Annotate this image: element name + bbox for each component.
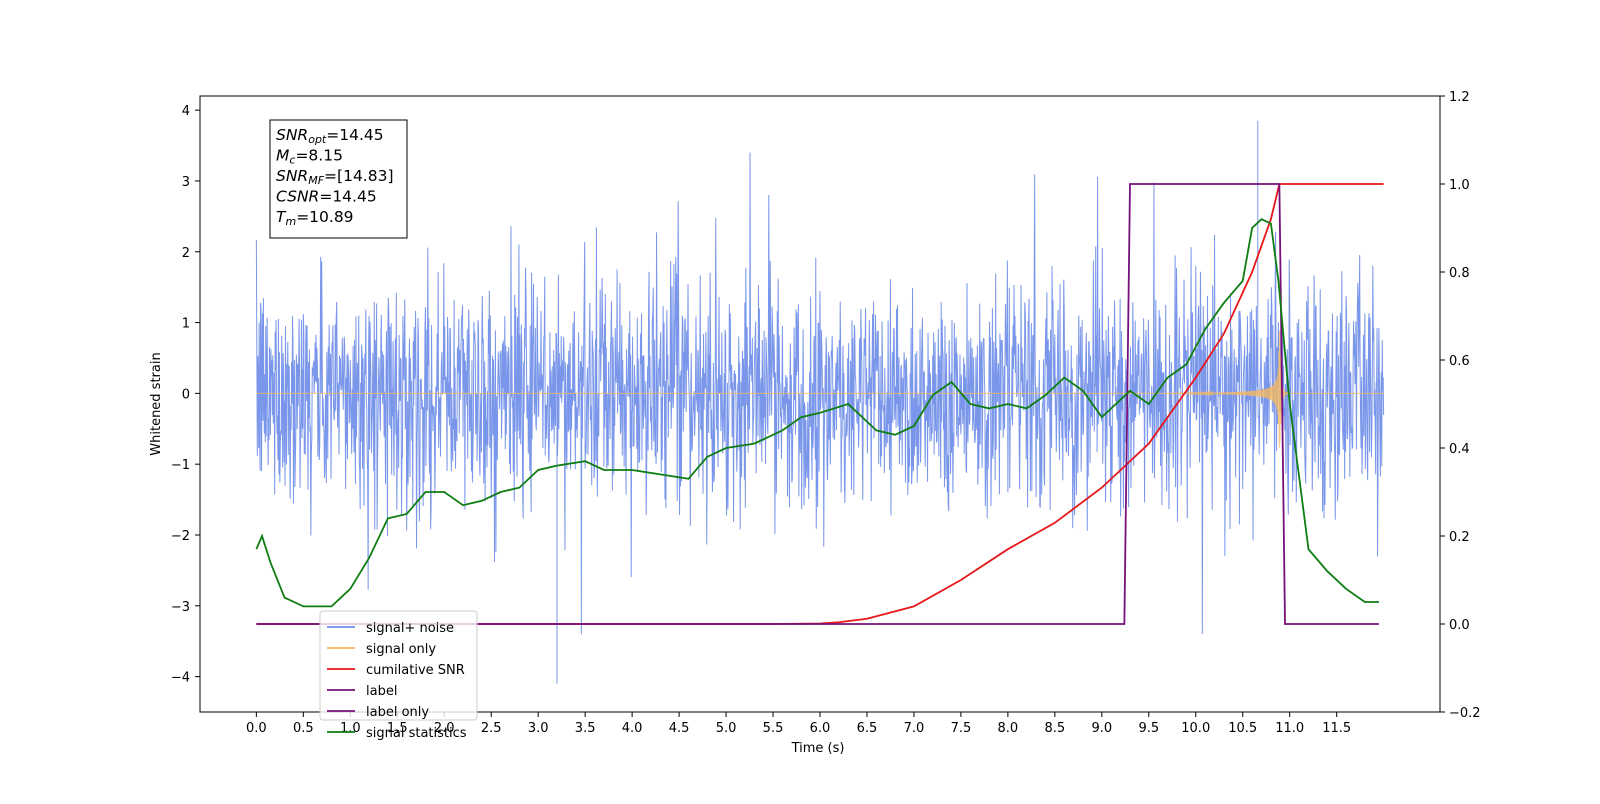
x-tick-label: 1.5: [387, 721, 408, 736]
y-tick-label: −3: [171, 600, 190, 615]
x-tick-label: 10.5: [1228, 721, 1257, 736]
y-axis-left: 4 3 2 1 0 −1 −2 −3 −4: [171, 104, 200, 686]
legend-label: label only: [366, 705, 429, 720]
x-tick-label: 11.5: [1322, 721, 1351, 736]
x-tick-label: 4.5: [669, 721, 690, 736]
series-label-line: [256, 183, 1379, 625]
x-tick-label: 5.5: [763, 721, 784, 736]
legend-frame: [319, 610, 478, 721]
y-tick-label: 1: [182, 317, 190, 332]
x-tick-label: 8.5: [1045, 721, 1066, 736]
y2-tick-label: 0.4: [1449, 442, 1470, 457]
legend-label: label: [366, 684, 397, 699]
legend-label: signal only: [366, 642, 436, 657]
x-tick-label: 7.5: [951, 721, 972, 736]
x-tick-label: 6.5: [857, 721, 878, 736]
y-tick-label: 0: [182, 387, 190, 402]
x-tick-label: 2.0: [434, 721, 455, 736]
y2-tick-label: 0.6: [1449, 354, 1470, 369]
legend-label: signal statistics: [366, 726, 467, 741]
x-tick-label: 3.0: [528, 721, 549, 736]
x-tick-label: 6.0: [810, 721, 831, 736]
x-tick-label: 3.5: [575, 721, 596, 736]
annotation-box: SNRopt=14.45Mc=8.15SNRMF=[14.83]CSNR=14.…: [269, 119, 408, 239]
y-axis-right: 1.2 1.0 0.8 0.6 0.4 0.2 0.0 −0.2: [1440, 90, 1481, 721]
series-signal-only-line: [256, 330, 1384, 449]
y-tick-label: 4: [182, 104, 190, 119]
y-tick-label: −2: [171, 529, 190, 544]
x-tick-label: 4.0: [622, 721, 643, 736]
x-tick-label: 0.5: [293, 721, 314, 736]
x-tick-label: 9.5: [1138, 721, 1159, 736]
annotation-line: SNRopt=14.45: [276, 126, 384, 146]
x-tick-label: 8.0: [998, 721, 1019, 736]
plot-area: [255, 120, 1385, 684]
y-tick-label: −4: [171, 671, 190, 686]
y2-tick-label: 0.2: [1449, 530, 1470, 545]
x-tick-label: 0.0: [246, 721, 267, 736]
y-axis-label: Whitened strain: [149, 352, 164, 455]
x-tick-label: 2.5: [481, 721, 502, 736]
y2-tick-label: 0.0: [1449, 618, 1470, 633]
legend-label: signal+ noise: [366, 621, 454, 636]
legend-label: cumilative SNR: [366, 663, 465, 678]
y2-tick-label: 0.8: [1449, 266, 1470, 281]
x-tick-label: 1.0: [340, 721, 361, 736]
annotation-line: CSNR=14.45: [276, 188, 377, 206]
y-tick-label: −1: [171, 458, 190, 473]
annotation-line: Tm=10.89: [276, 208, 354, 228]
x-tick-label: 10.0: [1181, 721, 1210, 736]
y2-tick-label: 1.0: [1449, 178, 1470, 193]
x-axis-label: Time (s): [791, 741, 845, 756]
y2-tick-label: −0.2: [1449, 706, 1481, 721]
series-cumilative-snr-line: [256, 183, 1384, 625]
x-tick-label: 7.0: [904, 721, 925, 736]
x-tick-label: 5.0: [716, 721, 737, 736]
y-tick-label: 2: [182, 246, 190, 261]
annotation-line: Mc=8.15: [276, 147, 343, 167]
legend: signal+ noise signal only cumilative SNR la…: [319, 610, 478, 741]
y-tick-label: 3: [182, 175, 190, 190]
x-tick-label: 11.0: [1275, 721, 1304, 736]
series-signal-statistics-line: [255, 218, 1379, 608]
x-tick-label: 9.0: [1091, 721, 1112, 736]
y2-tick-label: 1.2: [1449, 90, 1470, 105]
annotation-line: SNRMF=[14.83]: [276, 167, 394, 187]
x-axis: 0.0 0.5 1.0 1.5 2.0 2.5 3.0 3.5 4.0 4.5 5.0 5.5 6.0 6…: [246, 712, 1351, 736]
